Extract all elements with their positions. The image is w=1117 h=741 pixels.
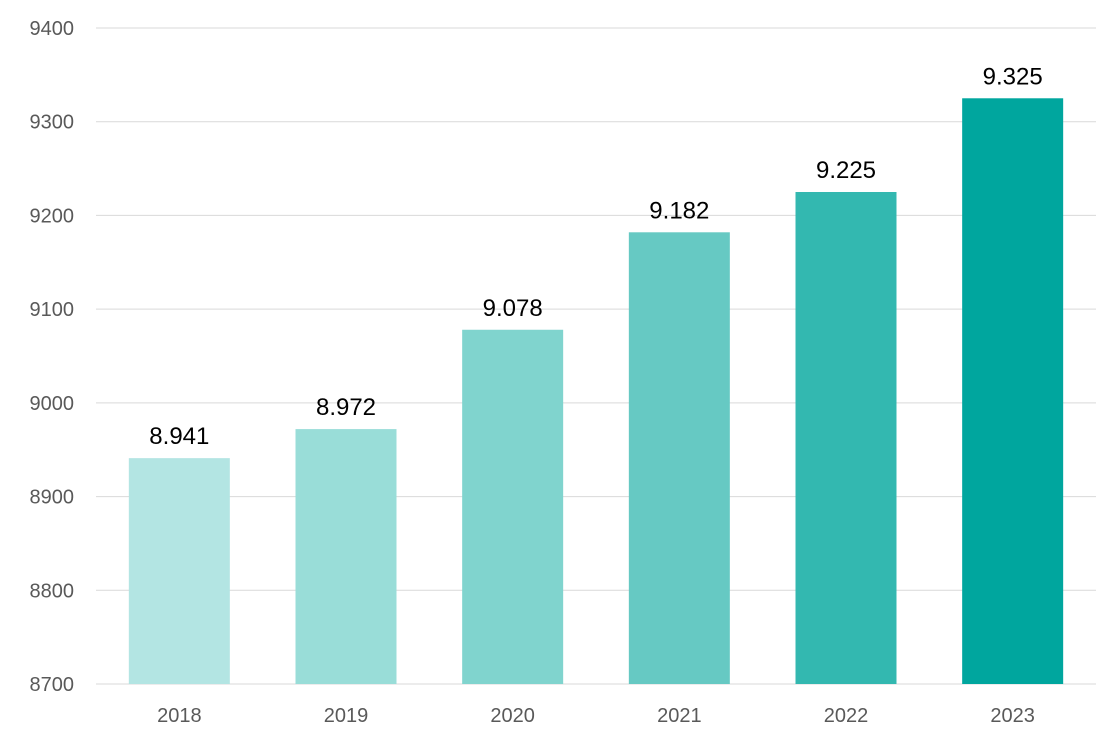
bar-2021	[628, 232, 730, 684]
x-axis-ticks: 2018 2019 2020 2021 2022 2023	[157, 705, 1035, 727]
data-label: 8.972	[316, 394, 376, 421]
x-tick-label: 2023	[990, 705, 1035, 727]
bar-2023	[962, 98, 1064, 685]
data-label: 9.182	[649, 197, 709, 224]
y-tick-label: 9200	[30, 205, 75, 227]
bar-2022	[795, 192, 897, 684]
y-tick-label: 9300	[30, 112, 75, 134]
bar-2020	[462, 329, 564, 684]
data-label: 9.078	[483, 295, 543, 322]
x-tick-label: 2021	[657, 705, 702, 727]
y-axis-ticks: 8700 8800 8900 9000 9100 9200 9300 9400	[30, 18, 75, 696]
bar-2018	[128, 458, 230, 684]
data-label: 9.225	[816, 157, 876, 184]
data-labels: 8.941 8.972 9.078 9.182 9.225 9.325	[149, 63, 1042, 450]
y-tick-label: 8900	[30, 487, 75, 509]
x-tick-label: 2019	[324, 705, 369, 727]
x-tick-label: 2018	[157, 705, 202, 727]
gridlines	[96, 27, 1096, 685]
x-tick-label: 2022	[824, 705, 869, 727]
y-tick-label: 9400	[30, 18, 75, 40]
y-tick-label: 8700	[30, 674, 75, 696]
bars	[128, 98, 1064, 685]
y-tick-label: 9100	[30, 299, 75, 321]
y-tick-label: 8800	[30, 580, 75, 602]
y-tick-label: 9000	[30, 393, 75, 415]
data-label: 9.325	[983, 63, 1043, 90]
bar-2019	[295, 429, 397, 684]
x-tick-label: 2020	[490, 705, 535, 727]
data-label: 8.941	[149, 423, 209, 450]
